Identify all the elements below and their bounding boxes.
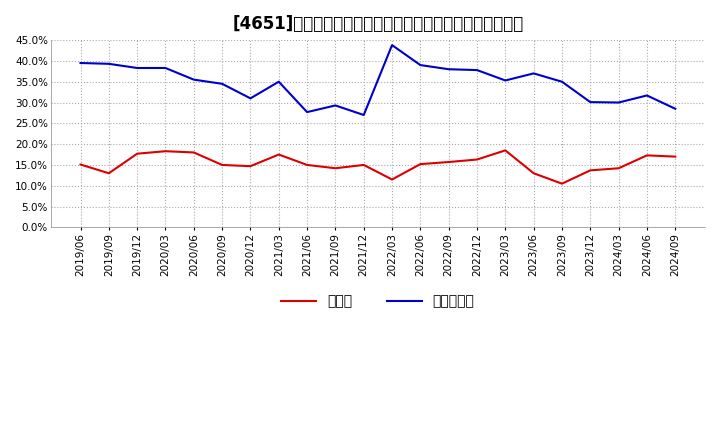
有利子負債	[671, 106, 680, 111]
現預金	[444, 159, 453, 165]
現預金	[359, 162, 368, 168]
現預金	[501, 148, 510, 153]
有利子負債	[586, 99, 595, 105]
現預金	[104, 171, 113, 176]
有利子負債	[331, 103, 340, 108]
現預金	[189, 150, 198, 155]
Line: 有利子負債: 有利子負債	[81, 45, 675, 115]
現預金	[274, 152, 283, 157]
現預金	[303, 162, 312, 168]
現預金	[132, 151, 141, 156]
現預金	[586, 168, 595, 173]
有利子負債	[274, 79, 283, 84]
現預金	[614, 165, 623, 171]
有利子負債	[558, 79, 567, 84]
有利子負債	[529, 71, 538, 76]
有利子負債	[643, 93, 652, 98]
現預金	[331, 165, 340, 171]
有利子負債	[444, 66, 453, 72]
有利子負債	[614, 100, 623, 105]
現預金	[76, 162, 85, 167]
有利子負債	[246, 96, 255, 101]
現預金	[416, 161, 425, 167]
有利子負債	[388, 43, 397, 48]
有利子負債	[501, 78, 510, 83]
有利子負債	[76, 60, 85, 66]
Legend: 現預金, 有利子負債: 現預金, 有利子負債	[276, 289, 480, 314]
現預金	[529, 171, 538, 176]
現預金	[161, 149, 170, 154]
有利子負債	[359, 112, 368, 117]
Line: 現預金: 現預金	[81, 150, 675, 183]
有利子負債	[104, 61, 113, 66]
現預金	[643, 153, 652, 158]
有利子負債	[303, 110, 312, 115]
有利子負債	[473, 67, 482, 73]
現預金	[671, 154, 680, 159]
現預金	[558, 181, 567, 186]
有利子負債	[161, 66, 170, 71]
有利子負債	[132, 66, 141, 71]
有利子負債	[416, 62, 425, 68]
現預金	[388, 177, 397, 182]
現預金	[246, 164, 255, 169]
有利子負債	[218, 81, 227, 86]
Title: [4651]　現預金、有利子負債の総資産に対する比率の推移: [4651] 現預金、有利子負債の総資産に対する比率の推移	[233, 15, 523, 33]
現預金	[218, 162, 227, 168]
現預金	[473, 157, 482, 162]
有利子負債	[189, 77, 198, 82]
